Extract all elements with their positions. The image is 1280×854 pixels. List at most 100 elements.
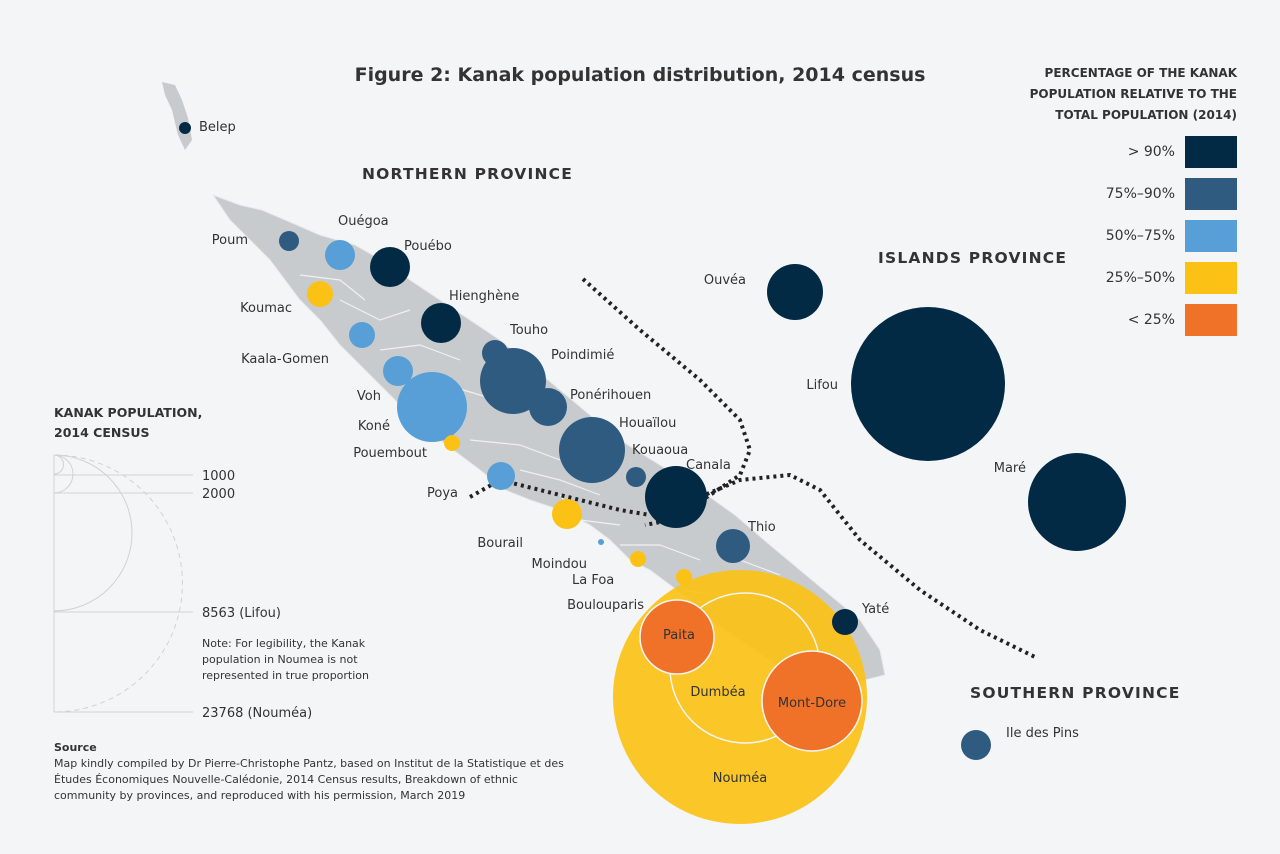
legend-swatch	[1185, 304, 1237, 336]
legend-label: > 90%	[1127, 144, 1175, 160]
source-block: Source Map kindly compiled by Dr Pierre-…	[54, 740, 574, 804]
commune-circle[interactable]	[370, 247, 410, 287]
legend-item: > 90%	[1128, 136, 1237, 168]
commune-circle[interactable]	[179, 122, 191, 134]
commune-circle[interactable]	[961, 730, 991, 760]
commune-circle[interactable]	[639, 599, 715, 675]
commune-circle[interactable]	[421, 303, 461, 343]
commune-label: Moindou	[532, 557, 587, 572]
scale-tick-label: 8563 (Lifou)	[202, 606, 281, 621]
commune-circle[interactable]	[397, 372, 467, 442]
scale-circle-noumea	[53, 454, 183, 713]
commune-label: Hienghène	[449, 289, 519, 304]
source-heading: Source	[54, 741, 97, 754]
scale-tick-label: 2000	[202, 487, 235, 502]
commune-circle[interactable]	[851, 307, 1005, 461]
commune-circle[interactable]	[480, 348, 546, 414]
commune-label: Mont-Dore	[778, 696, 846, 711]
legend-swatch	[1185, 262, 1237, 294]
commune-circle[interactable]	[767, 264, 823, 320]
commune-circle[interactable]	[676, 569, 692, 585]
commune-label: Thio	[747, 520, 776, 535]
scale-title: KANAK POPULATION, 2014 CENSUS	[54, 403, 202, 443]
scale-tick-label: 23768 (Nouméa)	[202, 706, 312, 721]
legend-item: < 25%	[1128, 304, 1237, 336]
legend-label: 50%–75%	[1105, 228, 1175, 244]
commune-circle[interactable]	[279, 231, 299, 251]
commune-circle[interactable]	[645, 466, 707, 528]
scale-tick-label: 1000	[202, 469, 235, 484]
legend-swatch	[1185, 178, 1237, 210]
legend-item: 25%–50%	[1106, 262, 1237, 294]
commune-label: Koné	[358, 419, 390, 434]
commune-circle[interactable]	[444, 435, 460, 451]
commune-circle[interactable]	[761, 650, 863, 752]
province-label-north: NORTHERN PROVINCE	[362, 165, 573, 183]
commune-label: Lifou	[806, 378, 838, 393]
commune-label: Kaala-Gomen	[241, 352, 329, 367]
belep-island	[162, 82, 192, 150]
commune-label: Voh	[357, 389, 381, 404]
commune-label: Ouégoa	[338, 214, 389, 229]
commune-label: Belep	[199, 120, 236, 135]
source-text: Map kindly compiled by Dr Pierre-Christo…	[54, 757, 564, 802]
commune-label: Pouembout	[353, 446, 427, 461]
commune-label: Bourail	[477, 536, 523, 551]
commune-label: Paita	[663, 628, 695, 643]
scale-note: Note: For legibility, the Kanak populati…	[202, 637, 370, 682]
commune-label: Touho	[509, 323, 548, 338]
commune-circle[interactable]	[349, 322, 375, 348]
commune-circle[interactable]	[529, 388, 567, 426]
legend-item: 50%–75%	[1106, 220, 1237, 252]
legend-item: 75%–90%	[1106, 178, 1237, 210]
commune-circle[interactable]	[630, 551, 646, 567]
commune-label: Ponérihouen	[570, 388, 651, 403]
commune-circle[interactable]	[559, 417, 625, 483]
commune-circle[interactable]	[626, 467, 646, 487]
legend-label: < 25%	[1127, 312, 1175, 328]
province-divider-south-islands	[699, 472, 1036, 659]
legend-label: 25%–50%	[1105, 270, 1175, 286]
scale-title-line: KANAK POPULATION,	[54, 405, 203, 420]
commune-circle[interactable]	[307, 281, 333, 307]
province-label-islands: ISLANDS PROVINCE	[878, 249, 1067, 267]
scale-title-line: 2014 CENSUS	[54, 425, 150, 440]
commune-label: Maré	[994, 461, 1026, 476]
legend-title-line: PERCENTAGE OF THE KANAK	[1044, 66, 1237, 80]
commune-label: Poya	[427, 486, 458, 501]
commune-circle[interactable]	[598, 539, 604, 545]
scale-circle	[53, 454, 64, 475]
commune-circle[interactable]	[716, 529, 750, 563]
commune-label: Ouvéa	[704, 273, 746, 288]
commune-circle[interactable]	[487, 462, 515, 490]
legend-swatch	[1185, 220, 1237, 252]
legend-swatch	[1185, 136, 1237, 168]
commune-label: Houaïlou	[619, 416, 676, 431]
commune-label: Ile des Pins	[1006, 726, 1079, 741]
commune-label: Boulouparis	[567, 598, 644, 613]
commune-label: Poindimié	[551, 348, 614, 363]
commune-label: La Foa	[572, 573, 614, 588]
legend-label: 75%–90%	[1105, 186, 1175, 202]
commune-label: Canala	[686, 458, 731, 473]
commune-label: Dumbéa	[690, 685, 745, 700]
commune-circle[interactable]	[1028, 453, 1126, 551]
page-title: Figure 2: Kanak population distribution,…	[354, 64, 926, 86]
commune-label: Koumac	[240, 301, 292, 316]
commune-circle[interactable]	[325, 240, 355, 270]
commune-circle[interactable]	[832, 609, 858, 635]
legend-title-line: TOTAL POPULATION (2014)	[1055, 108, 1237, 122]
commune-label: Poum	[212, 233, 248, 248]
commune-label: Nouméa	[713, 771, 768, 786]
commune-circle[interactable]	[552, 499, 582, 529]
scale-circle	[53, 454, 133, 612]
commune-label: Yaté	[861, 602, 889, 617]
commune-label: Pouébo	[404, 239, 452, 254]
commune-circle[interactable]	[383, 356, 413, 386]
legend-title: PERCENTAGE OF THE KANAK POPULATION RELAT…	[977, 63, 1237, 126]
scale-circle	[53, 454, 74, 494]
commune-label: Kouaoua	[632, 443, 688, 458]
province-label-south: SOUTHERN PROVINCE	[970, 684, 1181, 702]
legend-title-line: POPULATION RELATIVE TO THE	[1029, 87, 1237, 101]
